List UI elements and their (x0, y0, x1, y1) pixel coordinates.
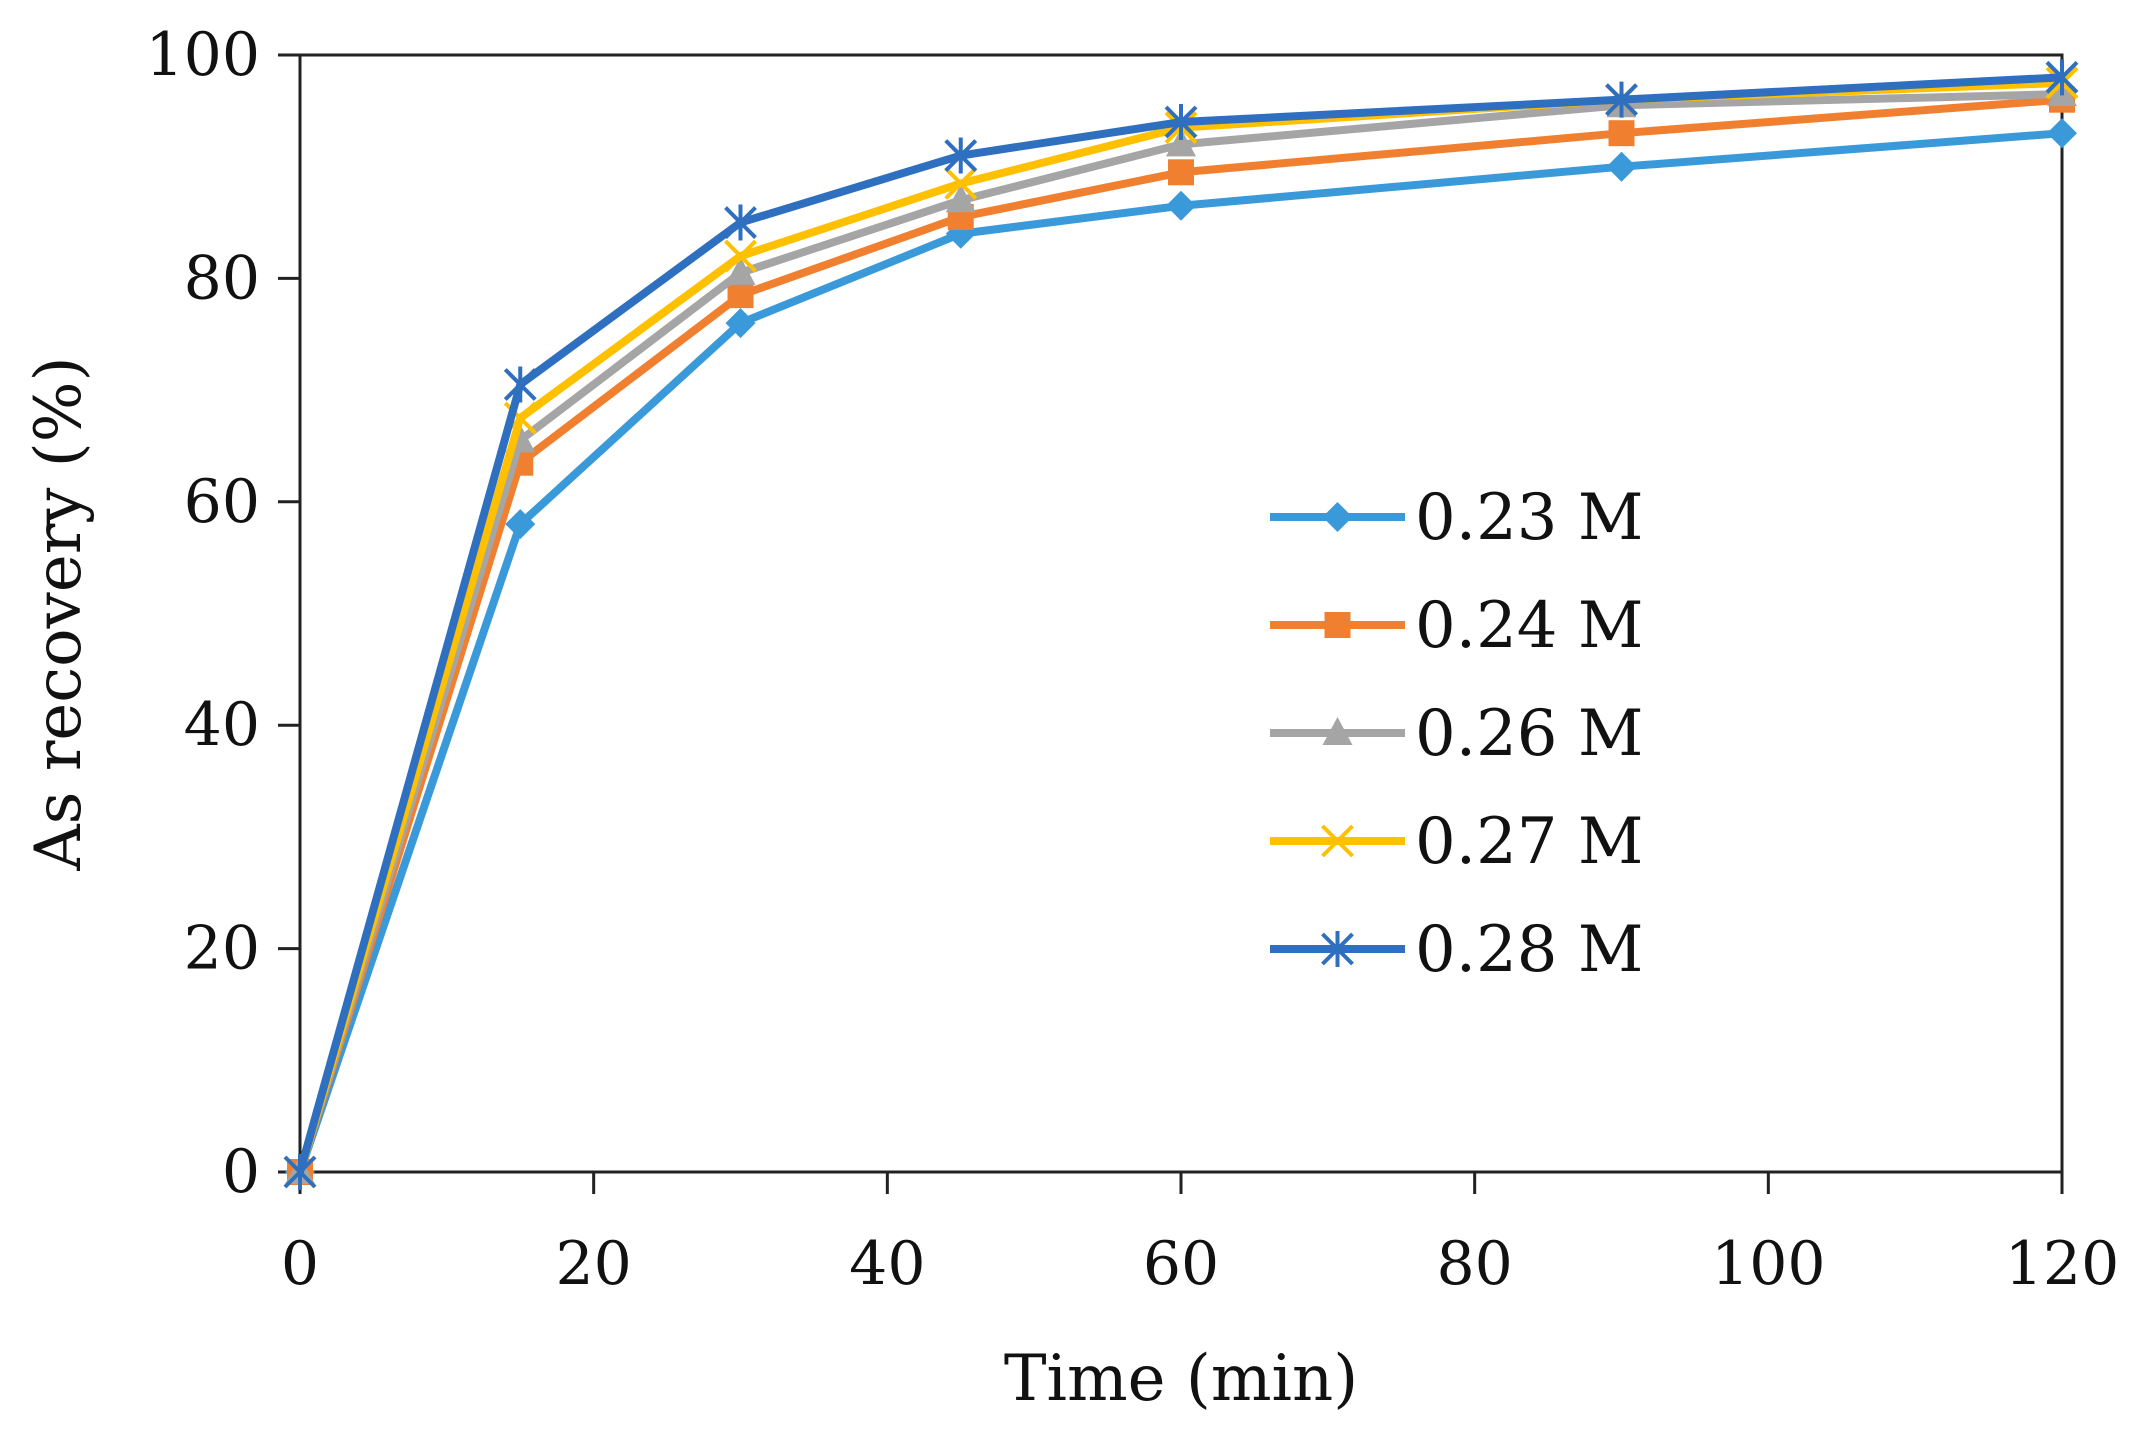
legend-entry: 0.23 M (1270, 481, 1643, 555)
data-point (725, 256, 756, 285)
data-point (725, 308, 756, 339)
y-axis-title: As recovery (%) (22, 356, 96, 871)
series-024-M (287, 86, 2075, 1185)
x-tick-label: 0 (281, 1229, 319, 1299)
y-tick-label: 100 (145, 20, 260, 90)
plot-area-border (298, 53, 2064, 1174)
legend-entry: 0.26 M (1270, 697, 1643, 771)
data-point (283, 1154, 317, 1190)
legend-label: 0.26 M (1415, 697, 1643, 771)
legend-entry: 0.27 M (1270, 805, 1643, 879)
data-point (1166, 190, 1196, 221)
y-tick-label: 60 (184, 467, 260, 537)
y-tick-label: 0 (222, 1137, 260, 1207)
data-point (724, 204, 757, 241)
legend-marker (1321, 931, 1354, 967)
data-point (2045, 59, 2079, 96)
x-axis-title: Time (min) (1004, 1342, 1358, 1416)
x-tick-label: 60 (1143, 1229, 1219, 1299)
x-tick-label: 120 (2005, 1229, 2120, 1299)
series-line (296, 90, 2063, 1174)
legend-label: 0.28 M (1415, 913, 1643, 987)
legend-label: 0.23 M (1415, 481, 1643, 555)
series-line (296, 78, 2063, 1174)
y-tick-label: 80 (184, 243, 260, 313)
series-028-M (283, 59, 2079, 1190)
data-point (1164, 104, 1198, 141)
series-023-M (285, 118, 2077, 1187)
data-point (2047, 118, 2077, 149)
data-point (1606, 151, 1637, 182)
data-point (944, 137, 978, 174)
series-line (296, 73, 2063, 1174)
legend-marker (1322, 717, 1353, 745)
series-line (296, 95, 2063, 1174)
legend-entry: 0.24 M (1270, 589, 1643, 663)
legend-marker (1324, 612, 1351, 638)
legend-label: 0.27 M (1415, 805, 1643, 879)
data-point (503, 366, 537, 403)
data-point (724, 239, 757, 273)
data-point (1608, 120, 1635, 147)
legend-marker (1322, 502, 1353, 532)
x-tick-label: 40 (849, 1229, 925, 1299)
y-tick-label: 20 (184, 914, 260, 984)
series-027-M (283, 66, 2079, 1189)
series-026-M (285, 78, 2077, 1184)
data-point (727, 282, 754, 309)
x-tick-label: 100 (1711, 1229, 1826, 1299)
series-line (296, 129, 2063, 1174)
legend-label: 0.24 M (1415, 589, 1643, 663)
x-tick-label: 20 (555, 1229, 631, 1299)
data-point (1168, 159, 1194, 186)
data-point (945, 184, 976, 213)
x-tick-label: 80 (1436, 1229, 1512, 1299)
data-point (944, 167, 978, 200)
legend-entry: 0.28 M (1270, 913, 1643, 987)
legend-marker (1321, 824, 1354, 858)
data-point (1605, 81, 1638, 118)
y-tick-label: 40 (184, 690, 260, 760)
data-point (505, 509, 536, 540)
data-point (1166, 128, 1196, 157)
